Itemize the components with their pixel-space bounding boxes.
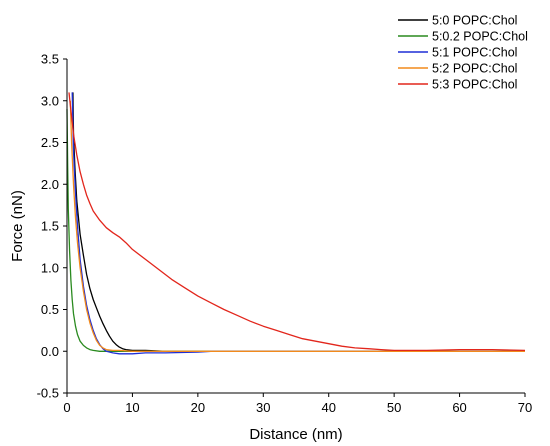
y-tick-label: 1.5	[41, 219, 59, 234]
x-tick-label: 50	[387, 400, 401, 415]
x-tick-label: 30	[256, 400, 270, 415]
y-tick-label: 1.0	[41, 260, 59, 275]
series-line-5-2	[69, 100, 525, 352]
y-tick-label: 3.0	[41, 93, 59, 108]
y-tick-label: 0.0	[41, 344, 59, 359]
y-axis-title: Force (nN)	[9, 190, 26, 262]
legend-label: 5:1 POPC:Chol	[432, 46, 517, 60]
legend-label: 5:0 POPC:Chol	[432, 14, 517, 28]
y-tick-label: 2.0	[41, 177, 59, 192]
axes-layer: -0.5 0.0 0.5 1.0 1.5 2.0 2.5 3.0 3.5 0 10 20 30 40 50 6…	[37, 52, 533, 416]
legend: 5:0 POPC:Chol 5:0.2 POPC:Chol 5:1 POPC:Cho…	[398, 14, 528, 92]
x-tick-label: 40	[321, 400, 335, 415]
x-tick-label: 20	[191, 400, 205, 415]
legend-label: 5:0.2 POPC:Chol	[432, 30, 528, 44]
x-tick-label: 60	[452, 400, 466, 415]
x-tick-label: 70	[518, 400, 532, 415]
x-axis-title: Distance (nm)	[249, 426, 342, 443]
y-tick-label: 0.5	[41, 302, 59, 317]
series-line-5-3	[68, 92, 526, 352]
x-tick-label: 0	[63, 400, 70, 415]
legend-label: 5:3 POPC:Chol	[432, 78, 517, 92]
x-tick-label: 10	[125, 400, 139, 415]
y-tick-label: -0.5	[37, 386, 59, 401]
y-tick-label: 3.5	[41, 52, 59, 67]
series-layer	[66, 92, 526, 355]
legend-label: 5:2 POPC:Chol	[432, 62, 517, 76]
y-tick-label: 2.5	[41, 135, 59, 150]
